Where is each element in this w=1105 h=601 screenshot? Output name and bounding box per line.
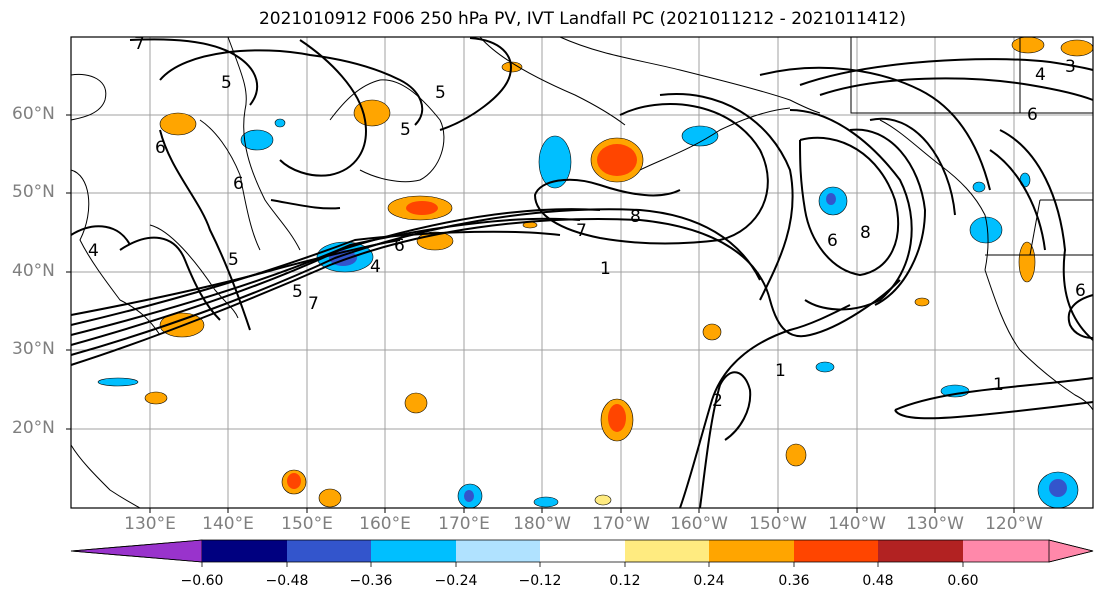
lon-label: 170°E [438, 514, 490, 534]
lon-label: 150°W [749, 514, 807, 534]
colorbar-tick-label: 0.36 [778, 573, 810, 589]
lon-label: 120°W [985, 514, 1043, 534]
colorbar-bin [709, 540, 794, 562]
negative-anomaly [815, 361, 835, 373]
colorbar-tick-label: −0.60 [180, 573, 224, 589]
contour-label: 6 [1075, 281, 1086, 301]
lat-label: 30°N [12, 339, 55, 359]
contour-label: 1 [600, 259, 611, 279]
positive-anomaly [597, 144, 637, 176]
colorbar-bin [371, 540, 456, 562]
colorbar-tick-label: −0.36 [349, 573, 393, 589]
negative-anomaly [681, 125, 719, 147]
colorbar-tick-label: 0.48 [862, 573, 894, 589]
colorbar-bin [287, 540, 371, 562]
positive-anomaly [318, 488, 342, 508]
contour-label: 8 [860, 223, 871, 243]
lon-label: 170°W [592, 514, 650, 534]
contour-label: 7 [576, 221, 587, 241]
positive-anomaly [594, 494, 612, 506]
positive-anomaly [1011, 36, 1045, 54]
lon-label: 180°W [513, 514, 571, 534]
contour-label: 3 [1065, 57, 1076, 77]
lat-label: 50°N [12, 182, 55, 202]
positive-anomaly [144, 391, 168, 405]
colorbar-tick-label: 0.24 [693, 573, 725, 589]
negative-anomaly [464, 490, 474, 502]
contour-label: 5 [228, 250, 239, 270]
lon-label: 140°E [202, 514, 254, 534]
negative-anomaly [538, 135, 572, 189]
colorbar-bin [794, 540, 878, 562]
axis-ticks [66, 114, 1015, 513]
colorbar-bin [202, 540, 287, 562]
positive-anomaly [287, 473, 301, 489]
contour-label: 5 [400, 120, 411, 140]
lon-label: 140°W [828, 514, 886, 534]
contour-label: 6 [394, 236, 405, 256]
contour-label: 2 [712, 391, 723, 411]
colorbar-tick-label: −0.12 [518, 573, 562, 589]
negative-anomaly [969, 216, 1003, 244]
colorbar-bin [963, 540, 1049, 562]
negative-anomaly [972, 181, 986, 193]
colorbar-tick-label: −0.24 [434, 573, 478, 589]
lon-label: 150°E [281, 514, 333, 534]
lon-label: 130°E [124, 514, 176, 534]
positive-anomaly [608, 404, 626, 432]
pv-contours [70, 37, 1094, 509]
contour-labels: 7 5 5 6 5 6 4 6 4 5 5 7 7 8 1 6 8 1 2 1 … [88, 34, 1086, 411]
lat-label: 60°N [12, 104, 55, 124]
contour-label: 7 [308, 294, 319, 314]
colorbar-bin [878, 540, 963, 562]
lon-label: 160°W [670, 514, 728, 534]
contour-label: 6 [155, 138, 166, 158]
lon-label: 130°W [906, 514, 964, 534]
colorbar-bin [625, 540, 709, 562]
contour-label: 5 [292, 282, 303, 302]
positive-anomaly [406, 201, 438, 215]
negative-anomaly [533, 496, 559, 508]
positive-anomaly [501, 61, 523, 73]
contour-label: 5 [435, 83, 446, 103]
colorbar [70, 539, 1094, 567]
negative-anomaly [274, 118, 286, 128]
negative-anomaly [826, 193, 836, 205]
positive-anomaly [914, 297, 930, 307]
positive-anomaly [159, 112, 197, 136]
contour-label: 1 [993, 375, 1004, 395]
positive-anomaly [404, 392, 428, 414]
positive-anomaly [702, 323, 722, 341]
colorbar-extend-low [70, 539, 203, 563]
contour-label: 4 [88, 241, 99, 261]
lat-label: 40°N [12, 261, 55, 281]
positive-anomaly [785, 443, 807, 467]
negative-anomaly [1049, 479, 1067, 497]
contour-label: 5 [221, 73, 232, 93]
positive-anomaly [353, 99, 391, 127]
contour-label: 4 [1035, 65, 1046, 85]
coastlines [70, 36, 1094, 509]
negative-anomaly [97, 377, 139, 387]
positive-anomaly [1018, 241, 1036, 283]
contour-label: 6 [1027, 105, 1038, 125]
positive-anomaly [1060, 39, 1094, 57]
colorbar-bin [456, 540, 540, 562]
lon-label: 160°E [359, 514, 411, 534]
map-title: 2021010912 F006 250 hPa PV, IVT Landfall… [258, 9, 906, 29]
colorbar-bin [540, 540, 625, 562]
contour-label: 4 [370, 257, 381, 277]
contour-label: 6 [827, 231, 838, 251]
colorbar-extend-high [1048, 539, 1094, 563]
contour-label: 8 [630, 207, 641, 227]
colorbar-tick-label: 0.12 [609, 573, 641, 589]
contour-label: 1 [775, 361, 786, 381]
negative-anomaly [240, 129, 274, 151]
colorbar-tick-label: −0.48 [265, 573, 309, 589]
lat-label: 20°N [12, 418, 55, 438]
colorbar-tick-label: 0.60 [947, 573, 979, 589]
contour-label: 7 [134, 34, 145, 54]
contour-label: 6 [233, 174, 244, 194]
